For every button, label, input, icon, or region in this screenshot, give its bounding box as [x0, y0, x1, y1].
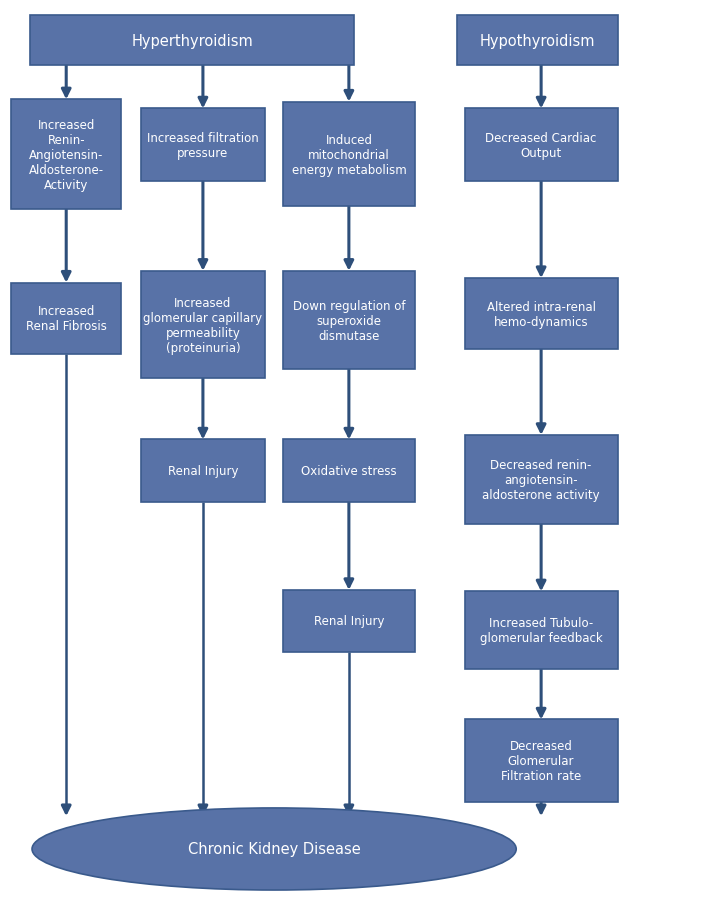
FancyBboxPatch shape	[464, 435, 617, 525]
Text: Oxidative stress: Oxidative stress	[301, 465, 397, 477]
FancyBboxPatch shape	[11, 283, 121, 354]
FancyBboxPatch shape	[283, 590, 414, 652]
FancyBboxPatch shape	[283, 271, 414, 370]
FancyBboxPatch shape	[11, 100, 121, 210]
FancyBboxPatch shape	[283, 103, 414, 208]
FancyBboxPatch shape	[457, 15, 617, 67]
FancyBboxPatch shape	[464, 109, 617, 182]
Text: Increased
Renal Fibrosis: Increased Renal Fibrosis	[26, 305, 107, 333]
Text: Altered intra-renal
hemo-dynamics: Altered intra-renal hemo-dynamics	[486, 301, 596, 328]
Text: Renal Injury: Renal Injury	[167, 465, 239, 477]
Ellipse shape	[32, 808, 516, 890]
Text: Decreased renin-
angiotensin-
aldosterone activity: Decreased renin- angiotensin- aldosteron…	[482, 458, 600, 502]
Text: Decreased
Glomerular
Filtration rate: Decreased Glomerular Filtration rate	[501, 739, 581, 783]
Text: Increased
glomerular capillary
permeability
(proteinuria): Increased glomerular capillary permeabil…	[143, 296, 263, 354]
Text: Increased filtration
pressure: Increased filtration pressure	[147, 132, 258, 159]
FancyBboxPatch shape	[464, 279, 617, 350]
Text: Increased Tubulo-
glomerular feedback: Increased Tubulo- glomerular feedback	[480, 617, 602, 644]
FancyBboxPatch shape	[464, 720, 617, 802]
Text: Renal Injury: Renal Injury	[313, 615, 384, 628]
Text: Hyperthyroidism: Hyperthyroidism	[132, 34, 253, 48]
Text: Down regulation of
superoxide
dismutase: Down regulation of superoxide dismutase	[293, 299, 405, 343]
FancyBboxPatch shape	[283, 440, 414, 502]
Text: Increased
Renin-
Angiotensin-
Aldosterone-
Activity: Increased Renin- Angiotensin- Aldosteron…	[28, 118, 104, 191]
Text: Induced
mitochondrial
energy metabolism: Induced mitochondrial energy metabolism	[291, 133, 407, 177]
FancyBboxPatch shape	[140, 440, 265, 502]
Text: Chronic Kidney Disease: Chronic Kidney Disease	[188, 842, 360, 856]
FancyBboxPatch shape	[140, 109, 265, 182]
Text: Hypothyroidism: Hypothyroidism	[480, 34, 595, 48]
FancyBboxPatch shape	[31, 15, 355, 67]
FancyBboxPatch shape	[140, 271, 265, 379]
FancyBboxPatch shape	[464, 592, 617, 669]
Text: Decreased Cardiac
Output: Decreased Cardiac Output	[486, 132, 597, 159]
